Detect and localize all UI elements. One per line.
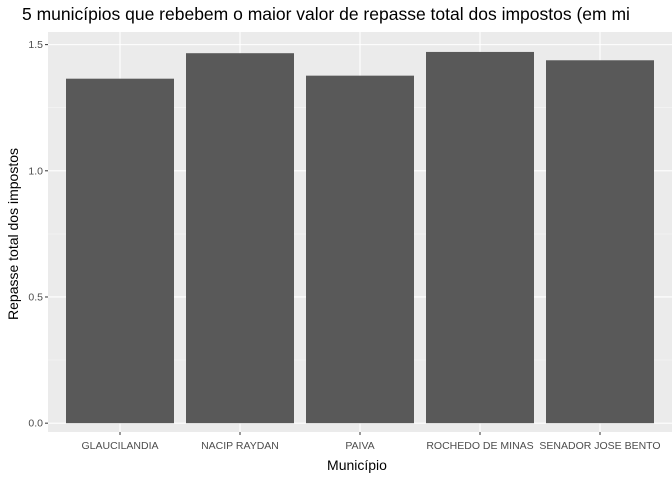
x-tick-label: PAIVA [345,440,374,452]
y-tick-label: 1.0 [28,165,43,177]
x-tick-label: SENADOR JOSE BENTO [539,440,660,452]
x-axis-title: Município [327,457,387,473]
x-tick-label: ROCHEDO DE MINAS [426,440,533,452]
x-tick-label: NACIP RAYDAN [201,440,279,452]
bar-layer [66,51,654,424]
y-tick-label: 0.5 [28,291,43,303]
axis-layer: 0.0 0.5 1.0 1.5 GLAUCILANDIA NACIP RAYDAN PAIV… [28,39,660,452]
bar-glaucilandia [66,78,174,424]
y-tick-label: 1.5 [28,39,43,51]
x-tick-label: GLAUCILANDIA [81,440,158,452]
chart-title: 5 municípios que rebebem o maior valor d… [22,4,630,24]
bar-paiva [306,75,414,424]
y-tick-label: 0.0 [28,418,43,430]
bar-nacip-raydan [186,53,294,424]
bar-rochedo-de-minas [426,51,534,424]
bar-senador-jose-bento [546,60,654,424]
y-axis-title: Repasse total dos impostos [5,148,21,320]
